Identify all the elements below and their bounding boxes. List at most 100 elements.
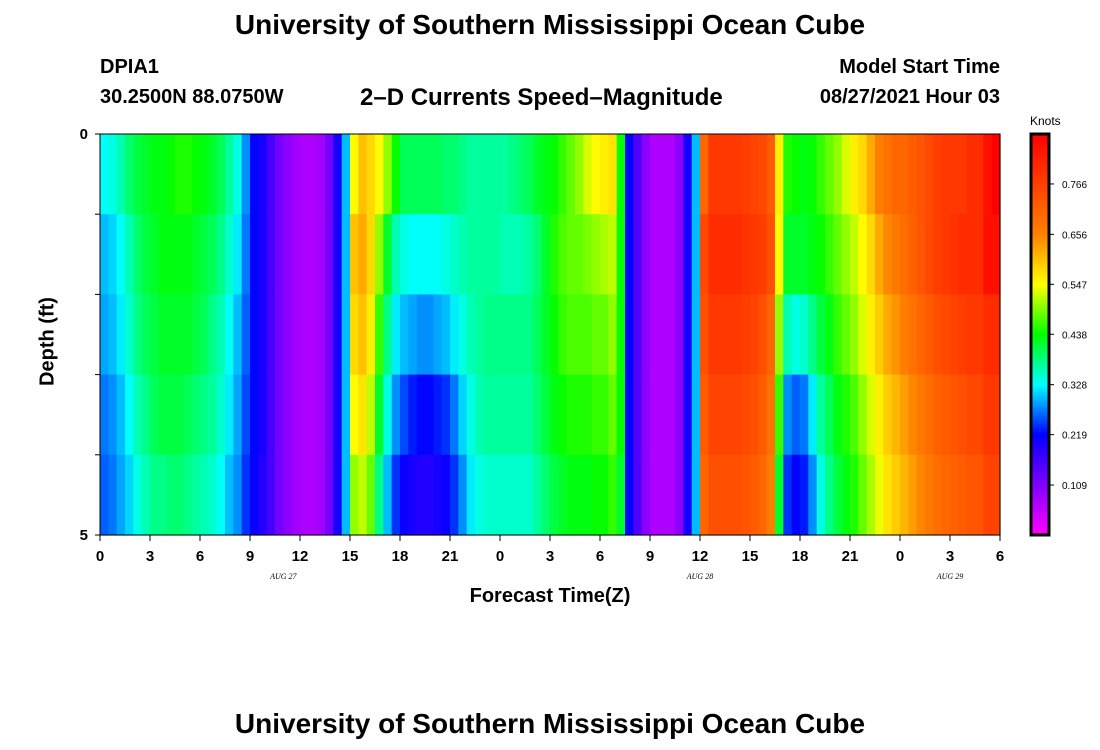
heatmap-cell	[983, 294, 993, 376]
heatmap-cell	[900, 374, 909, 456]
heatmap-cell	[925, 374, 934, 456]
heatmap-cell	[716, 454, 726, 536]
heatmap-cell	[316, 294, 326, 376]
heatmap-cell	[508, 294, 518, 376]
colorbar-ticks: 0.766 0.656 0.547 0.438 0.328 0.219 0.109	[1049, 180, 1087, 492]
heatmap-cell	[266, 294, 276, 376]
heatmap-cell	[975, 134, 984, 215]
heatmap-cell	[866, 454, 876, 536]
heatmap-cell	[558, 374, 568, 456]
heatmap-cell	[225, 374, 234, 456]
heatmap-cell	[175, 214, 184, 295]
heatmap-cell	[291, 134, 301, 215]
heatmap-cell	[358, 454, 368, 536]
heatmap-cell	[658, 374, 668, 456]
heatmap-cell	[925, 294, 934, 376]
heatmap-cell	[650, 374, 659, 456]
heatmap-cell	[491, 294, 501, 376]
heatmap-cell	[433, 454, 443, 536]
heatmap-cell	[775, 134, 784, 215]
heatmap-cell	[425, 214, 434, 295]
x-tick-label: 0	[496, 548, 504, 565]
heatmap-cell	[316, 454, 326, 536]
heatmap-cell	[558, 294, 568, 376]
heatmap-cell	[150, 374, 159, 456]
heatmap-cell	[416, 294, 426, 376]
heatmap-cell	[825, 134, 834, 215]
heatmap-cell	[716, 134, 726, 215]
heatmap-cell	[441, 214, 451, 295]
heatmap-cell	[400, 134, 409, 215]
heatmap-cell	[283, 134, 293, 215]
heatmap-cell	[266, 454, 276, 536]
heatmap-cell	[166, 454, 176, 536]
heatmap-cell	[766, 454, 776, 536]
heatmap-cell	[808, 454, 818, 536]
heatmap-cell	[125, 294, 134, 376]
heatmap-cell	[325, 134, 334, 215]
heatmap-cell	[125, 214, 134, 295]
heatmap-cell	[891, 294, 901, 376]
heatmap-cell	[225, 214, 234, 295]
heatmap-cell	[491, 374, 501, 456]
heatmap-cell	[491, 134, 501, 215]
heatmap-cell	[691, 454, 701, 536]
heatmap-cell	[425, 374, 434, 456]
heatmap-cell	[458, 374, 468, 456]
heatmap-cell	[258, 134, 268, 215]
axes: 0 3 6 9 12 15 18 21 0 3 6 9 12 15 18 21 0 3 6 AUG 27 AUG 28 A…	[80, 126, 1005, 581]
heatmap-cell	[208, 214, 218, 295]
heatmap-cell	[266, 134, 276, 215]
heatmap-cell	[591, 374, 601, 456]
heatmap-cell	[175, 454, 184, 536]
heatmap-cell	[283, 214, 293, 295]
heatmap-cell	[450, 134, 459, 215]
heatmap-cell	[366, 454, 376, 536]
heatmap-cell	[958, 294, 968, 376]
heatmap-cell	[741, 454, 751, 536]
heatmap-cell	[683, 454, 693, 536]
heatmap-cell	[333, 214, 343, 295]
heatmap-cell	[916, 134, 926, 215]
heatmap-cell	[116, 454, 126, 536]
heatmap-cell	[475, 134, 484, 215]
heatmap-cell	[858, 454, 868, 536]
heatmap-cell	[658, 214, 668, 295]
heatmap-cell	[591, 454, 601, 536]
heatmap-cell	[400, 214, 409, 295]
heatmap-cell	[233, 374, 243, 456]
heatmap-cell	[808, 134, 818, 215]
heatmap-cell	[266, 214, 276, 295]
heatmap-cell	[250, 214, 259, 295]
heatmap-cell	[683, 374, 693, 456]
heatmap-cell	[958, 374, 968, 456]
heatmap-cell	[641, 134, 651, 215]
heatmap-cell	[108, 454, 118, 536]
heatmap-cell	[333, 454, 343, 536]
heatmap-cell	[133, 294, 143, 376]
heatmap-cell	[691, 294, 701, 376]
heatmap-cell	[691, 134, 701, 215]
heatmap-cell	[991, 214, 1001, 295]
heatmap-cell	[625, 294, 634, 376]
heatmap-cell	[341, 134, 351, 215]
heatmap-cell	[483, 294, 493, 376]
heatmap-cell	[850, 454, 859, 536]
heatmap-cell	[916, 294, 926, 376]
day-label: AUG 27	[269, 572, 297, 581]
heatmap-cell	[500, 134, 509, 215]
heatmap-cell	[408, 374, 418, 456]
heatmap-cell	[783, 214, 793, 295]
heatmap-cell	[591, 134, 601, 215]
heatmap-cell	[833, 214, 843, 295]
heatmap-cell	[125, 454, 134, 536]
heatmap-cell	[858, 294, 868, 376]
heatmap-cell	[533, 374, 543, 456]
heatmap-cell	[966, 294, 976, 376]
heatmap-cell	[616, 374, 626, 456]
heatmap-cell	[591, 294, 601, 376]
heatmap-cell	[925, 454, 934, 536]
heatmap-cell	[191, 374, 201, 456]
footer-title: University of Southern Mississippi Ocean…	[234, 708, 866, 739]
heatmap-cell	[550, 214, 559, 295]
